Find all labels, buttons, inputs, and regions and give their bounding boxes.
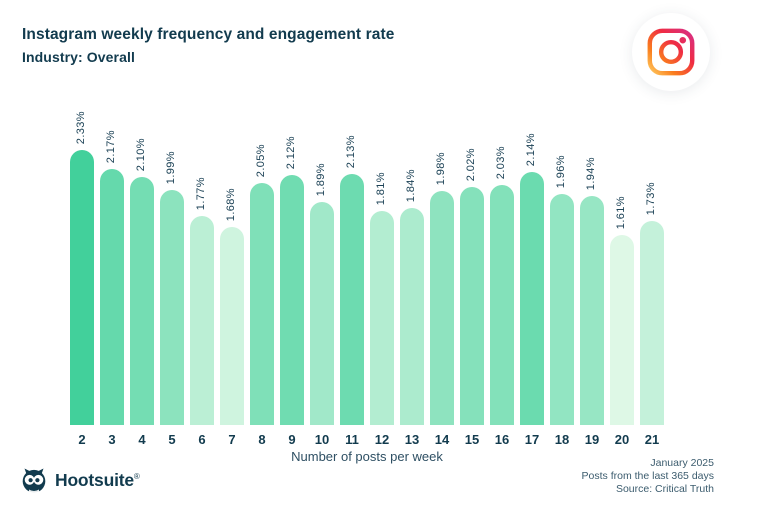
bar-group: 1.61% 20 [610, 150, 634, 447]
bar-group: 2.12% 9 [280, 136, 304, 447]
bar [610, 235, 634, 425]
bar [220, 227, 244, 425]
x-tick-label: 20 [614, 432, 630, 447]
bar-group: 1.68% 7 [220, 150, 244, 447]
bar [70, 150, 94, 425]
bar [460, 187, 484, 425]
hootsuite-wordmark: Hootsuite® [55, 469, 140, 490]
bar [580, 196, 604, 425]
bar-value-label: 1.89% [315, 162, 327, 196]
x-tick-label: 8 [258, 432, 266, 447]
bar-value-label: 1.99% [165, 150, 177, 184]
bar-value-label: 2.05% [255, 143, 267, 177]
bar-group: 1.77% 6 [190, 150, 214, 447]
x-tick-label: 11 [345, 432, 359, 447]
bar-value-label: 2.12% [285, 135, 297, 169]
header: Instagram weekly frequency and engagemen… [22, 25, 394, 65]
bar-value-label: 1.73% [645, 181, 657, 215]
bar-group: 1.94% 19 [580, 150, 604, 447]
x-tick-label: 10 [314, 432, 330, 447]
bar [160, 190, 184, 425]
bar-value-label: 2.14% [525, 132, 537, 166]
bar-group: 2.13% 11 [340, 135, 364, 447]
bar-value-label: 2.17% [105, 129, 117, 163]
bar-group: 2.05% 8 [250, 144, 274, 447]
bar [130, 177, 154, 425]
bar-value-label: 1.96% [555, 154, 567, 188]
chart-title: Instagram weekly frequency and engagemen… [22, 26, 395, 43]
bar-value-label: 1.77% [195, 176, 207, 210]
instagram-icon [644, 25, 698, 79]
bar [370, 211, 394, 425]
x-tick-label: 15 [464, 432, 480, 447]
bar-value-label: 1.81% [375, 171, 387, 205]
x-tick-label: 12 [374, 432, 390, 447]
bar [400, 208, 424, 425]
bar-value-label: 1.68% [225, 187, 237, 221]
bar-value-label: 2.03% [495, 145, 507, 179]
bar-value-label: 2.02% [465, 147, 477, 181]
bar-group: 2.14% 17 [520, 133, 544, 447]
bar [340, 174, 364, 425]
chart-subtitle: Industry: Overall [22, 49, 135, 65]
bar-group: 1.96% 18 [550, 150, 574, 447]
bar [490, 185, 514, 425]
bar-value-label: 1.98% [435, 151, 447, 185]
bar [640, 221, 664, 425]
bar [520, 172, 544, 425]
x-tick-label: 14 [434, 432, 450, 447]
bar-group: 2.17% 3 [100, 130, 124, 447]
instagram-badge [632, 13, 710, 91]
hootsuite-logo: Hootsuite® [20, 466, 140, 494]
x-tick-label: 9 [288, 432, 296, 447]
bar [550, 194, 574, 425]
x-tick-label: 4 [138, 432, 146, 447]
bar [100, 169, 124, 425]
x-tick-label: 6 [198, 432, 206, 447]
bar-chart-plot: 2.33% 2 2.17% 3 2.10% 4 1.99% 5 1.77% 6 1.68% 7 2.05… [70, 111, 664, 447]
bar-value-label: 2.10% [135, 137, 147, 171]
source-note: January 2025 Posts from the last 365 day… [582, 457, 714, 496]
bar-group: 2.02% 15 [460, 147, 484, 447]
x-tick-label: 5 [168, 432, 176, 447]
registered-mark: ® [133, 471, 140, 481]
x-tick-label: 17 [524, 432, 540, 447]
x-axis-title: Number of posts per week [291, 449, 443, 464]
source-line-attribution: Source: Critical Truth [615, 483, 714, 495]
bar [280, 175, 304, 425]
bar-value-label: 1.84% [405, 168, 417, 202]
bar-group: 2.10% 4 [130, 138, 154, 447]
x-tick-label: 16 [494, 432, 510, 447]
x-tick-label: 7 [228, 432, 236, 447]
bar-group: 1.98% 14 [430, 150, 454, 447]
bar-group: 1.99% 5 [160, 150, 184, 447]
x-tick-label: 13 [404, 432, 420, 447]
x-tick-label: 19 [584, 432, 600, 447]
bar [310, 202, 334, 425]
bar-group: 1.84% 13 [400, 150, 424, 447]
hootsuite-owl-icon [20, 466, 48, 494]
bar-value-label: 1.94% [585, 156, 597, 190]
bar-value-label: 2.33% [75, 110, 87, 144]
bar-group: 2.03% 16 [490, 146, 514, 447]
x-tick-label: 21 [644, 432, 660, 447]
x-tick-label: 18 [554, 432, 570, 447]
bar [190, 216, 214, 425]
bar [430, 191, 454, 425]
bar-value-label: 2.13% [345, 134, 357, 168]
x-tick-label: 3 [108, 432, 116, 447]
x-tick-label: 2 [78, 432, 86, 447]
bar-value-label: 1.61% [615, 195, 627, 229]
bar [250, 183, 274, 425]
bar-group: 1.73% 21 [640, 150, 664, 447]
source-line-date: January 2025 [650, 457, 714, 469]
source-line-range: Posts from the last 365 days [581, 470, 714, 482]
bar-group: 2.33% 2 [70, 111, 94, 447]
bar-group: 1.89% 10 [310, 150, 334, 447]
bar-group: 1.81% 12 [370, 150, 394, 447]
